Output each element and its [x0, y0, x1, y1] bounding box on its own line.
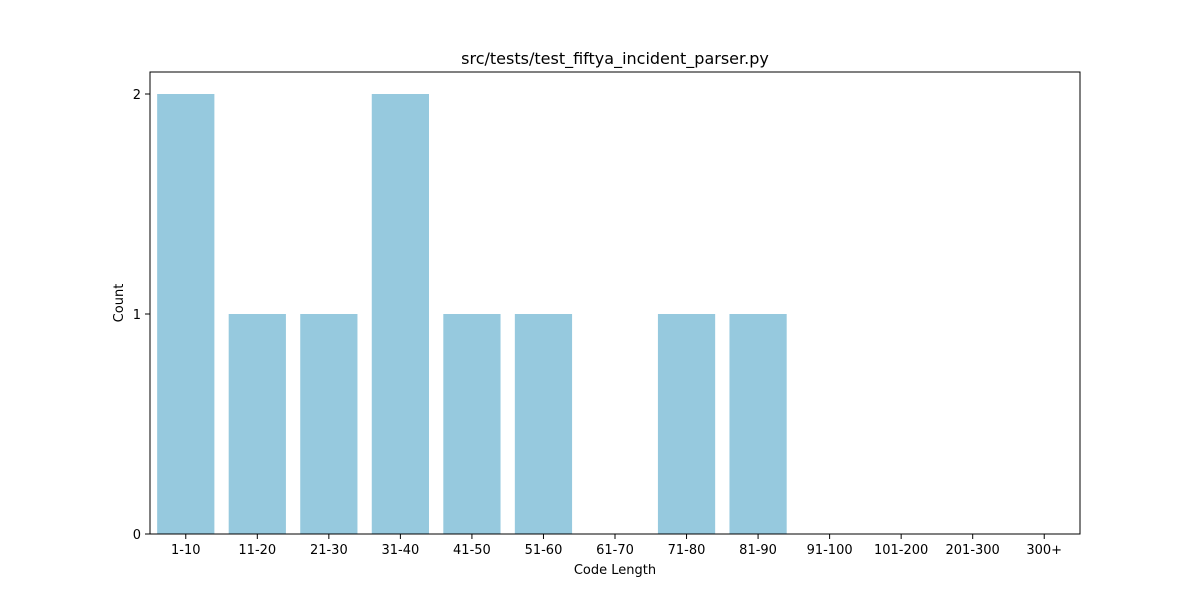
bars-group	[157, 94, 787, 534]
x-tick-label: 91-100	[807, 543, 853, 558]
bar-81-90	[729, 314, 787, 534]
y-tick-label: 0	[133, 528, 141, 543]
x-tick-label: 11-20	[238, 543, 276, 558]
plot-frame	[149, 71, 1081, 535]
x-tick-label: 1-10	[171, 543, 201, 558]
bar-21-30	[300, 314, 358, 534]
x-tick-label: 201-300	[946, 543, 1000, 558]
x-tick-label: 71-80	[668, 543, 706, 558]
bar-71-80	[657, 314, 716, 534]
bar-31-40	[371, 94, 429, 534]
bar-1-10	[157, 94, 215, 534]
x-tick-label: 101-200	[874, 543, 928, 558]
x-tick-label: 81-90	[739, 543, 777, 558]
x-axis-label: Code Length	[574, 563, 656, 578]
x-axis: 1-10 11-20 21-30 31-40 41-50 51-60 61-70 71-80 8…	[171, 534, 1062, 558]
y-tick-label: 2	[133, 88, 141, 103]
x-tick-label: 300+	[1026, 543, 1062, 558]
x-tick-label: 31-40	[381, 543, 419, 558]
bar-41-50	[443, 314, 501, 534]
x-tick-label: 51-60	[525, 543, 563, 558]
y-tick-label: 1	[133, 308, 141, 323]
x-tick-label: 61-70	[596, 543, 634, 558]
x-tick-label: 41-50	[453, 543, 491, 558]
y-axis: 0 1 2	[133, 88, 150, 543]
y-axis-label: Count	[112, 284, 127, 323]
bar-51-60	[514, 314, 573, 534]
chart-title: src/tests/test_fiftya_incident_parser.py	[461, 49, 769, 69]
x-tick-label: 21-30	[310, 543, 348, 558]
bar-11-20	[228, 314, 286, 534]
